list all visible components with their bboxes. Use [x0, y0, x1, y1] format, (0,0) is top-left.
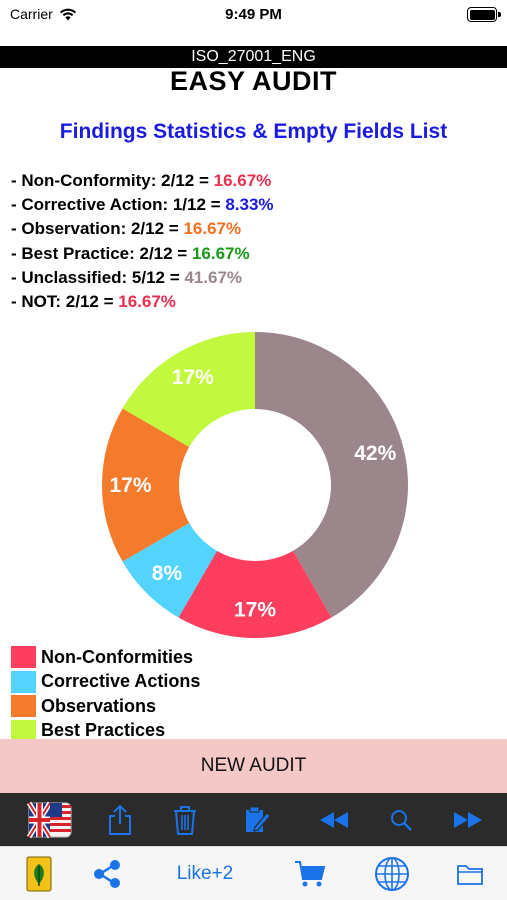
stat-value: 16.67%	[191, 243, 250, 263]
status-time: 9:49 PM	[225, 6, 282, 23]
donut-slice-label: 17%	[234, 599, 276, 622]
legend-label: Corrective Actions	[41, 671, 201, 692]
app-logo-button[interactable]	[20, 847, 58, 900]
stat-corrective-action: - Corrective Action: 1/12 = 8.33%	[11, 193, 501, 217]
legend-item-observations: Observations	[11, 694, 200, 719]
donut-slice-observations	[101, 408, 190, 562]
share-export-icon	[109, 804, 131, 835]
website-button[interactable]	[370, 847, 414, 900]
donut-slice-unclassified	[255, 332, 408, 618]
share-button[interactable]	[86, 847, 128, 900]
folder-button[interactable]	[450, 847, 490, 900]
bottom-toolbar: Like+2	[0, 846, 507, 900]
donut-slice-label: 8%	[152, 562, 183, 585]
globe-icon	[375, 856, 409, 891]
cart-button[interactable]	[290, 847, 330, 900]
previous-button[interactable]	[312, 793, 356, 846]
legend-swatch	[11, 646, 36, 669]
edit-note-icon	[246, 806, 271, 832]
findings-donut-chart: 42% 17% 8% 17% 17%	[101, 332, 408, 638]
stat-value: 8.33%	[225, 195, 274, 215]
legend-swatch	[11, 695, 36, 718]
edit-button[interactable]	[235, 793, 279, 846]
stat-value: 16.67%	[213, 171, 272, 190]
stat-observation: - Observation: 2/12 = 16.67%	[11, 217, 501, 241]
donut-slice-label: 17%	[172, 366, 214, 389]
stats-list: - Non-Conformity: 2/12 = 16.67% - Correc…	[11, 169, 501, 314]
app-logo-icon	[26, 856, 52, 891]
donut-slice-best-practices	[122, 332, 255, 447]
search-icon	[391, 809, 412, 831]
cart-icon	[295, 860, 326, 886]
export-button[interactable]	[98, 793, 142, 846]
donut-slice-corrective-actions	[122, 523, 217, 618]
legend-swatch	[11, 719, 36, 742]
flag-uk-us-icon	[27, 801, 72, 838]
app-title: EASY AUDIT	[169, 66, 338, 96]
like-label: Like+2	[176, 862, 234, 884]
donut-slice-non-conformities	[178, 550, 332, 638]
stat-value: 16.67%	[118, 292, 176, 312]
donut-slice-label: 42%	[354, 442, 396, 465]
wifi-icon	[59, 8, 76, 20]
chart-legend: Non-Conformities Corrective Actions Obse…	[11, 645, 200, 743]
language-flag-button[interactable]	[24, 793, 76, 846]
donut-slice-label: 17%	[109, 474, 151, 497]
trash-icon	[174, 805, 196, 835]
delete-button[interactable]	[163, 793, 207, 846]
stat-label: - Observation: 2/12 =	[11, 219, 184, 239]
legend-label: Non-Conformities	[41, 646, 193, 667]
stat-label: - Unclassified: 5/12 =	[11, 267, 185, 287]
rewind-icon	[320, 811, 348, 828]
legend-swatch	[11, 670, 36, 693]
like-button[interactable]: Like+2	[165, 847, 245, 900]
status-left: Carrier	[10, 6, 77, 22]
stat-best-practice: - Best Practice: 2/12 = 16.67%	[11, 242, 501, 266]
stat-label: - Best Practice: 2/12 =	[11, 243, 192, 263]
stat-value: 41.67%	[184, 267, 243, 287]
legend-item-corrective-actions: Corrective Actions	[11, 670, 200, 695]
legend-item-best-practices: Best Practices	[11, 719, 200, 744]
stat-unclassified: - Unclassified: 5/12 = 41.67%	[11, 266, 501, 290]
legend-label: Observations	[41, 695, 157, 716]
stat-label: - NOT: 2/12 =	[11, 292, 119, 312]
folder-icon	[457, 864, 483, 885]
fast-forward-icon	[454, 811, 482, 828]
legend-item-non-conformities: Non-Conformities	[11, 645, 200, 670]
stat-non-conformity: - Non-Conformity: 2/12 = 16.67%	[11, 169, 501, 193]
status-bar: Carrier 9:49 PM	[0, 0, 507, 30]
section-title: Findings Statistics & Empty Fields List	[59, 120, 448, 143]
action-toolbar	[0, 793, 507, 846]
next-button[interactable]	[446, 793, 490, 846]
battery-icon	[467, 7, 501, 22]
stat-not: - NOT: 2/12 = 16.67%	[11, 290, 501, 314]
carrier-label: Carrier	[10, 6, 53, 22]
share-icon	[94, 859, 120, 888]
stat-label: - Corrective Action: 1/12 =	[11, 195, 226, 215]
stat-label: - Non-Conformity: 2/12 =	[11, 171, 214, 190]
document-name-bar: ISO_27001_ENG	[0, 46, 507, 68]
legend-label: Best Practices	[41, 720, 166, 741]
search-button[interactable]	[379, 793, 423, 846]
stat-value: 16.67%	[183, 219, 242, 239]
new-audit-button[interactable]: NEW AUDIT	[0, 739, 507, 793]
